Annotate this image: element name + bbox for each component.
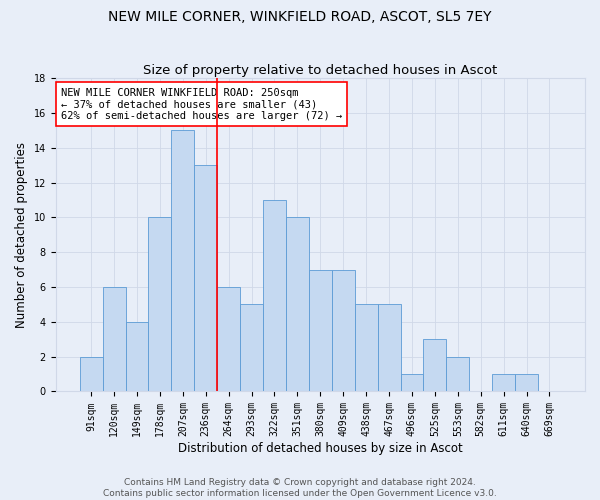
Bar [332, 270, 355, 392]
Bar [446, 356, 469, 392]
Bar [240, 304, 263, 392]
X-axis label: Distribution of detached houses by size in Ascot: Distribution of detached houses by size … [178, 442, 463, 455]
Bar [492, 374, 515, 392]
Bar [125, 322, 148, 392]
Bar [263, 200, 286, 392]
Bar [355, 304, 377, 392]
Bar [286, 218, 309, 392]
Title: Size of property relative to detached houses in Ascot: Size of property relative to detached ho… [143, 64, 497, 77]
Bar [217, 287, 240, 392]
Bar [401, 374, 424, 392]
Bar [377, 304, 401, 392]
Bar [194, 165, 217, 392]
Bar [309, 270, 332, 392]
Text: NEW MILE CORNER WINKFIELD ROAD: 250sqm
← 37% of detached houses are smaller (43): NEW MILE CORNER WINKFIELD ROAD: 250sqm ←… [61, 88, 342, 121]
Bar [515, 374, 538, 392]
Bar [80, 356, 103, 392]
Bar [103, 287, 125, 392]
Text: NEW MILE CORNER, WINKFIELD ROAD, ASCOT, SL5 7EY: NEW MILE CORNER, WINKFIELD ROAD, ASCOT, … [108, 10, 492, 24]
Y-axis label: Number of detached properties: Number of detached properties [15, 142, 28, 328]
Text: Contains HM Land Registry data © Crown copyright and database right 2024.
Contai: Contains HM Land Registry data © Crown c… [103, 478, 497, 498]
Bar [172, 130, 194, 392]
Bar [424, 340, 446, 392]
Bar [148, 218, 172, 392]
